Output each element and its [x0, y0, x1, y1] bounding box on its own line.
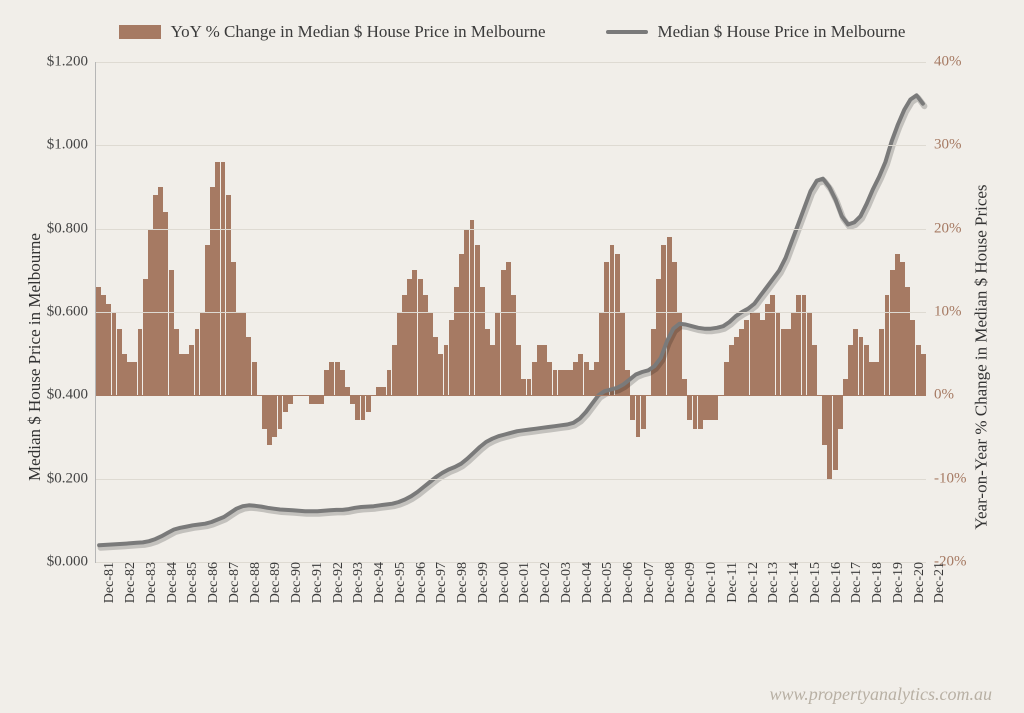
- x-tick-label: Dec-13: [766, 562, 782, 603]
- x-tick-label: Dec-94: [372, 562, 388, 603]
- legend-swatch-bar: [119, 25, 161, 39]
- gridline: [96, 145, 926, 146]
- x-tick-label: Dec-04: [580, 562, 596, 603]
- legend-label-line: Median $ House Price in Melbourne: [658, 22, 906, 42]
- y-left-tick-label: $0.400: [47, 387, 96, 404]
- x-tick-label: Dec-08: [663, 562, 679, 603]
- x-tick-label: Dec-87: [227, 562, 243, 603]
- legend-label-bars: YoY % Change in Median $ House Price in …: [171, 22, 546, 42]
- legend: YoY % Change in Median $ House Price in …: [0, 22, 1024, 42]
- x-tick-label: Dec-90: [289, 562, 305, 603]
- x-tick-label: Dec-93: [351, 562, 367, 603]
- x-tick-label: Dec-06: [621, 562, 637, 603]
- plot-area: $0.000$0.200$0.400$0.600$0.800$1.000$1.2…: [95, 62, 926, 563]
- x-tick-label: Dec-81: [102, 562, 118, 603]
- gridline: [96, 229, 926, 230]
- x-tick-label: Dec-07: [642, 562, 658, 603]
- x-tick-label: Dec-00: [497, 562, 513, 603]
- x-tick-label: Dec-91: [310, 562, 326, 603]
- x-tick-label: Dec-03: [559, 562, 575, 603]
- x-tick-label: Dec-89: [268, 562, 284, 603]
- y-left-tick-label: $0.000: [47, 554, 96, 571]
- x-tick-label: Dec-95: [393, 562, 409, 603]
- zero-line: [96, 395, 926, 396]
- x-tick-label: Dec-92: [331, 562, 347, 603]
- x-tick-label: Dec-02: [538, 562, 554, 603]
- y-right-tick-label: 30%: [926, 137, 962, 154]
- y-left-tick-label: $0.200: [47, 470, 96, 487]
- y-right-tick-label: 20%: [926, 220, 962, 237]
- x-tick-label: Dec-88: [248, 562, 264, 603]
- x-tick-label: Dec-12: [746, 562, 762, 603]
- gridline: [96, 312, 926, 313]
- y-left-tick-label: $1.200: [47, 54, 96, 71]
- y-left-tick-label: $0.600: [47, 304, 96, 321]
- y-axis-right-title: Year-on-Year % Change in Median $ House …: [971, 184, 991, 529]
- legend-item-line: Median $ House Price in Melbourne: [606, 22, 906, 42]
- x-tick-label: Dec-21: [932, 562, 948, 603]
- x-tick-label: Dec-05: [600, 562, 616, 603]
- x-tick-label: Dec-19: [891, 562, 907, 603]
- y-right-tick-label: 10%: [926, 304, 962, 321]
- x-tick-label: Dec-16: [829, 562, 845, 603]
- x-tick-label: Dec-85: [185, 562, 201, 603]
- gridline: [96, 62, 926, 63]
- x-tick-label: Dec-96: [414, 562, 430, 603]
- y-left-tick-label: $1.000: [47, 137, 96, 154]
- x-tick-label: Dec-11: [725, 562, 741, 603]
- x-tick-label: Dec-09: [683, 562, 699, 603]
- x-tick-label: Dec-15: [808, 562, 824, 603]
- x-tick-label: Dec-99: [476, 562, 492, 603]
- x-tick-label: Dec-83: [144, 562, 160, 603]
- x-tick-label: Dec-84: [165, 562, 181, 603]
- x-tick-label: Dec-17: [849, 562, 865, 603]
- x-tick-label: Dec-20: [912, 562, 928, 603]
- y-axis-left-title: Median $ House Price in Melbourne: [25, 233, 45, 481]
- legend-item-bars: YoY % Change in Median $ House Price in …: [119, 22, 546, 42]
- x-tick-label: Dec-14: [787, 562, 803, 603]
- legend-swatch-line: [606, 30, 648, 34]
- x-tick-label: Dec-82: [123, 562, 139, 603]
- y-right-tick-label: 0%: [926, 387, 954, 404]
- y-left-tick-label: $0.800: [47, 220, 96, 237]
- y-right-tick-label: 40%: [926, 54, 962, 71]
- x-tick-label: Dec-01: [517, 562, 533, 603]
- x-tick-label: Dec-98: [455, 562, 471, 603]
- y-right-tick-label: -10%: [926, 470, 967, 487]
- x-tick-label: Dec-18: [870, 562, 886, 603]
- x-tick-label: Dec-10: [704, 562, 720, 603]
- x-tick-label: Dec-86: [206, 562, 222, 603]
- watermark: www.propertyanalytics.com.au: [770, 684, 992, 705]
- chart-container: YoY % Change in Median $ House Price in …: [0, 0, 1024, 713]
- x-tick-label: Dec-97: [434, 562, 450, 603]
- gridline: [96, 479, 926, 480]
